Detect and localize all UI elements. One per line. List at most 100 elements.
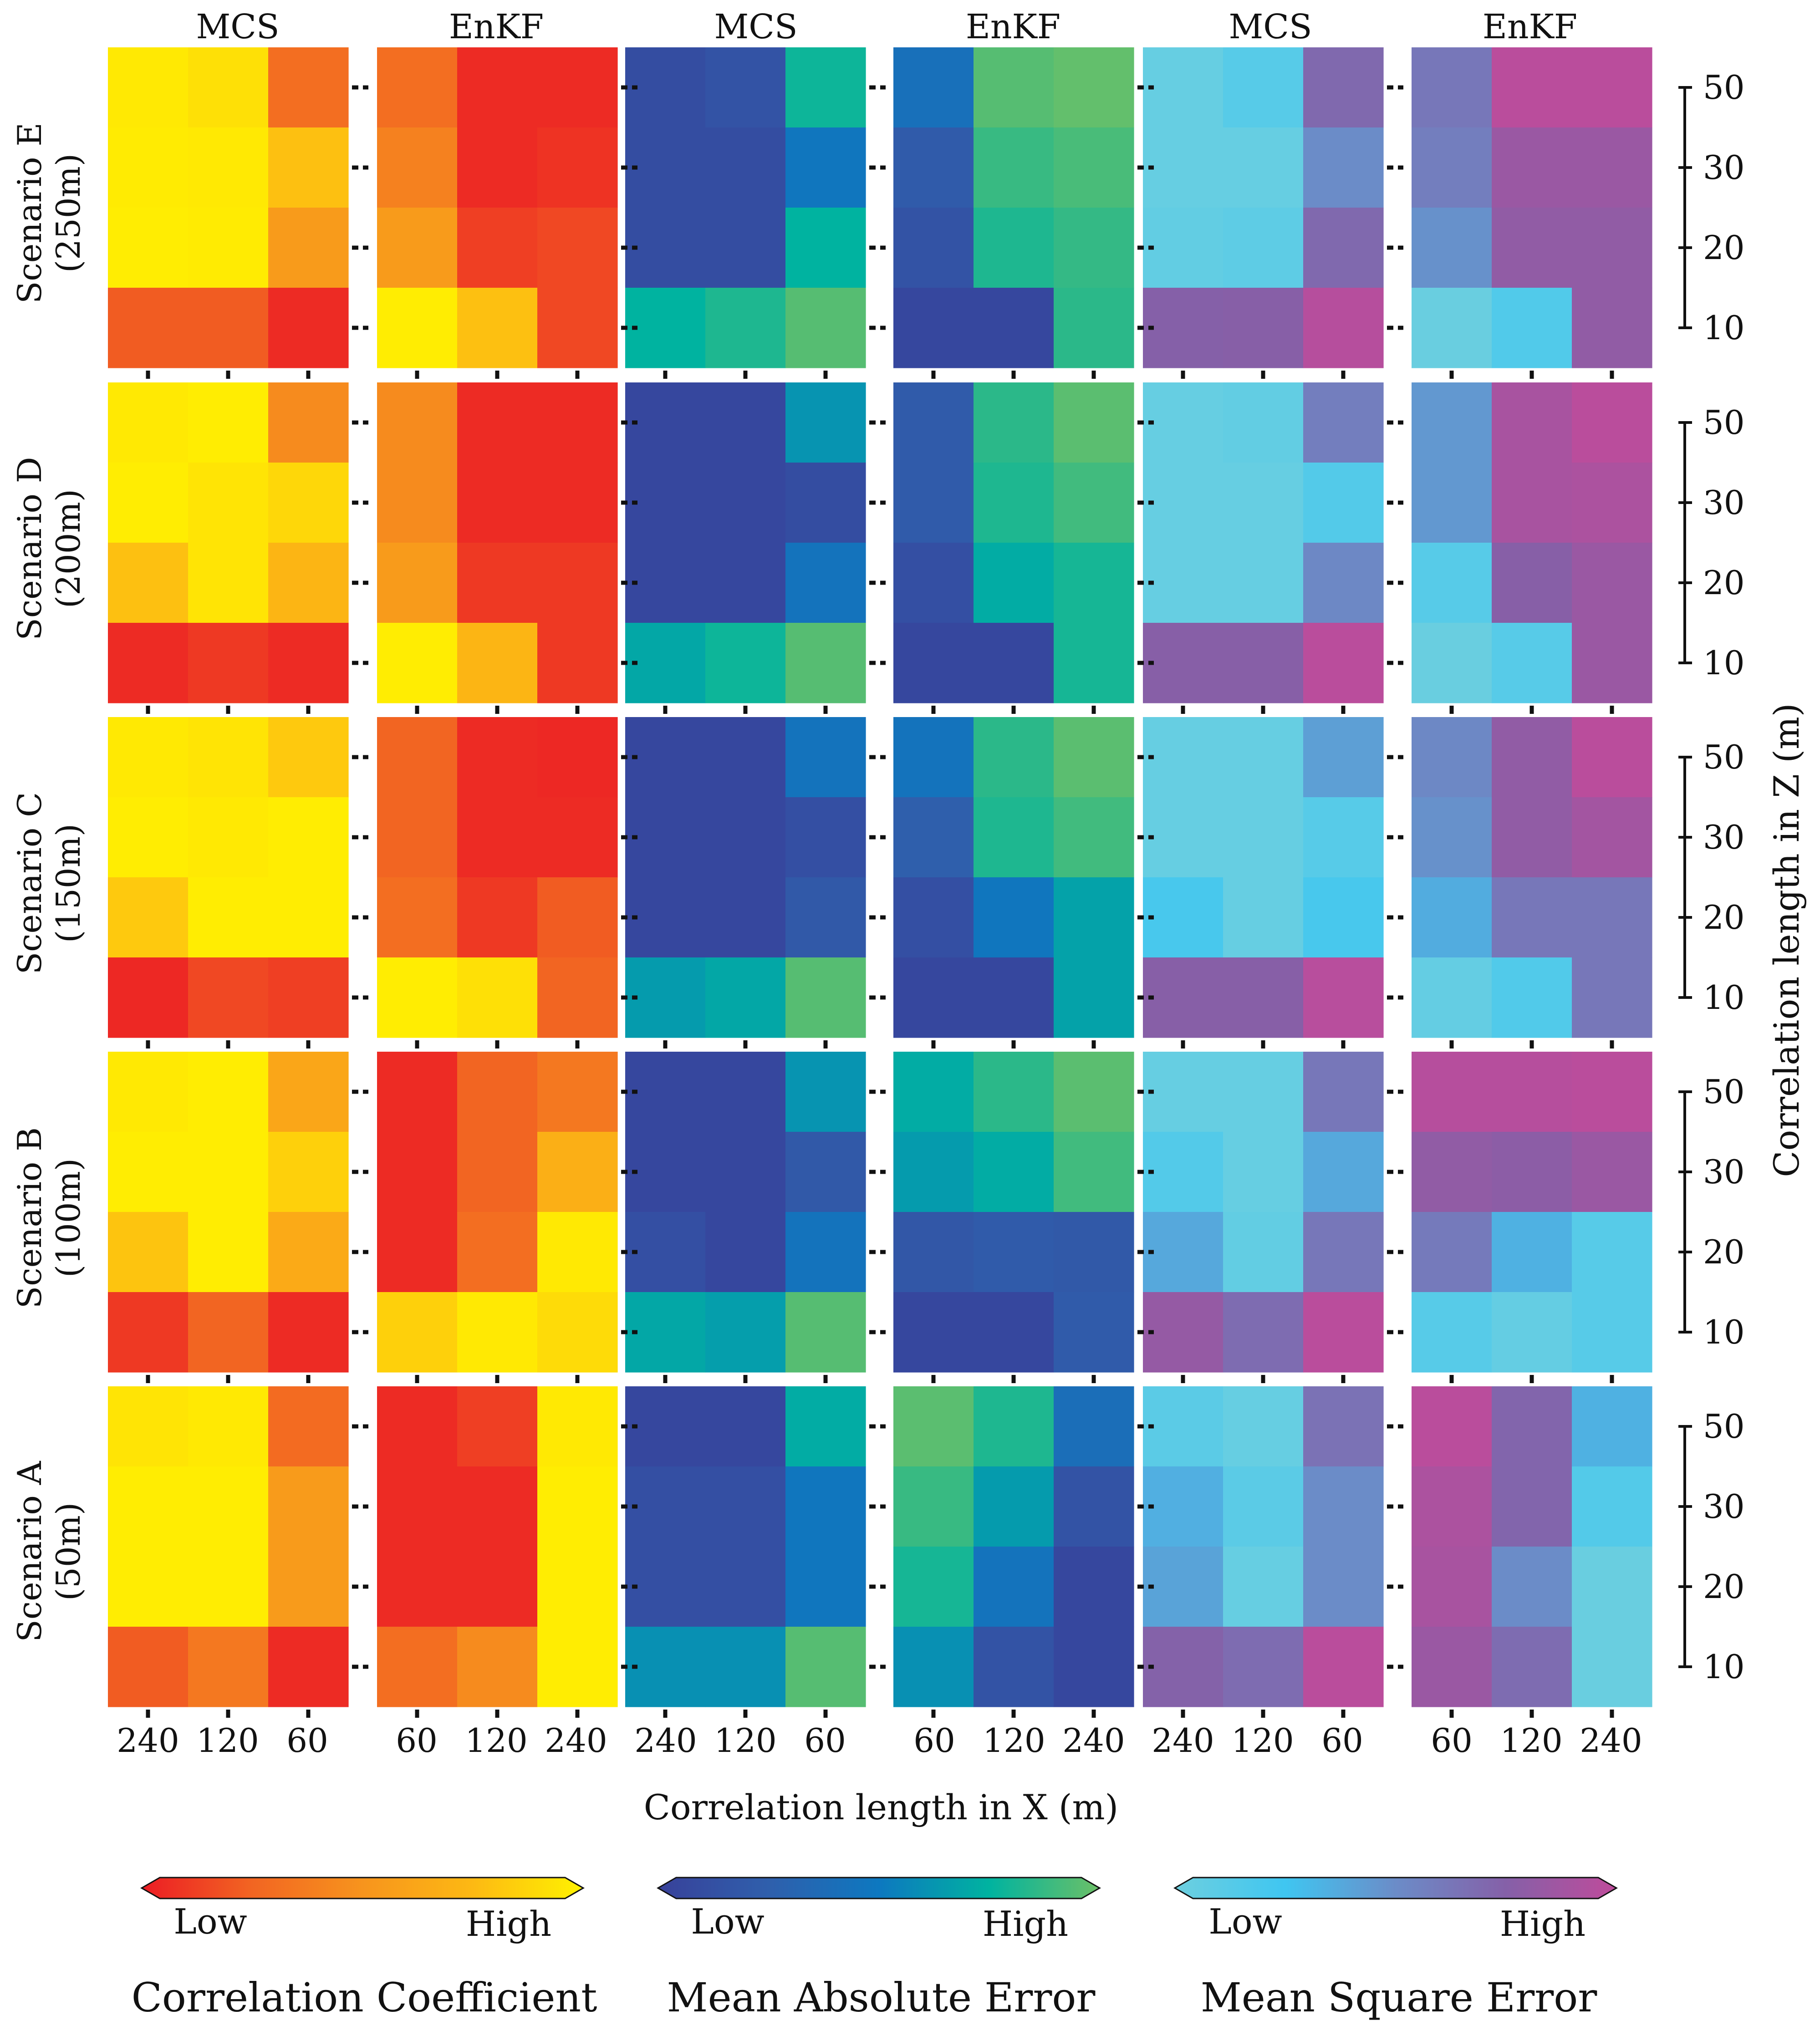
heatmap-cell: [457, 1212, 538, 1293]
y-tick-label: 50: [1703, 1407, 1745, 1445]
heatmap-grid: [108, 47, 1652, 1707]
y-tick-label: 20: [1703, 898, 1745, 937]
heatmap-cell: [188, 1132, 269, 1212]
colorbar-mean-square-error: [1173, 1877, 1618, 1899]
legend-high-label: High: [466, 1904, 551, 1944]
heatmap-cell: [1303, 1466, 1384, 1547]
heatmap-cell: [1054, 47, 1134, 128]
legend-mean-square-error: Low High Mean Square Error: [1173, 1877, 1618, 2021]
heatmap-cell: [108, 543, 189, 623]
heatmap-cell: [625, 717, 706, 798]
heatmap-cell: [785, 1466, 866, 1547]
colorbar-correlation-coefficient: [140, 1877, 585, 1899]
heatmap-cell: [457, 1052, 538, 1132]
heatmap-cell: [1303, 288, 1384, 368]
x-tick-label: 120: [714, 1721, 776, 1760]
heatmap-cell: [1412, 127, 1492, 208]
x-tick-label: 240: [634, 1721, 697, 1760]
heatmap-cell: [537, 623, 618, 703]
heatmap-cell: [377, 1292, 458, 1373]
heatmap-cell: [1143, 1466, 1224, 1547]
heatmap-cell: [537, 288, 618, 368]
heatmap-cell: [1143, 1052, 1224, 1132]
heatmap-cell: [1492, 288, 1572, 368]
heatmap-cell: [188, 208, 269, 288]
heatmap-cell: [1143, 1292, 1224, 1373]
heatmap-cell: [108, 1547, 189, 1627]
y-tick-label: 20: [1703, 1233, 1745, 1271]
heatmap-cell: [1412, 208, 1492, 288]
heatmap-cell: [893, 717, 974, 798]
y-tick-label: 30: [1703, 148, 1745, 187]
heatmap-cell: [893, 47, 974, 128]
x-tick-label: 240: [1152, 1721, 1214, 1760]
heatmap-cell: [108, 1052, 189, 1132]
row-label-scenario-a: Scenario A: [10, 1461, 49, 1642]
heatmap-cell: [108, 1212, 189, 1293]
heatmap-cell: [1492, 623, 1572, 703]
heatmap-cell: [1223, 127, 1304, 208]
heatmap-cell: [974, 127, 1054, 208]
heatmap-cell: [268, 1132, 349, 1212]
heatmap-cell: [1572, 47, 1652, 128]
heatmap-cell: [1492, 1466, 1572, 1547]
heatmap-cell: [893, 957, 974, 1038]
heatmap-cell: [625, 543, 706, 623]
heatmap-cell: [1572, 957, 1652, 1038]
row-label-scenario-c-depth: (150m): [49, 824, 87, 943]
y-tick-label: 30: [1703, 484, 1745, 522]
heatmap-cell: [1572, 797, 1652, 878]
heatmap-cell: [268, 463, 349, 543]
heatmap-cell: [1054, 877, 1134, 958]
heatmap-cell: [1223, 1052, 1304, 1132]
heatmap-cell: [1223, 463, 1304, 543]
heatmap-cell: [268, 797, 349, 878]
heatmap-cell: [1303, 463, 1384, 543]
heatmap-cell: [108, 1132, 189, 1212]
heatmap-cell: [1143, 1547, 1224, 1627]
heatmap-cell: [268, 717, 349, 798]
heatmap-cell: [785, 543, 866, 623]
heatmap-cell: [268, 1212, 349, 1293]
heatmap-cell: [974, 1132, 1054, 1212]
heatmap-cell: [377, 208, 458, 288]
heatmap-cell: [188, 288, 269, 368]
heatmap-cell: [268, 1052, 349, 1132]
heatmap-cell: [705, 127, 786, 208]
heatmap-cell: [1143, 1627, 1224, 1707]
y-tick-label: 10: [1703, 978, 1745, 1017]
legend-correlation-coefficient: Low High Correlation Coefficient: [132, 1877, 597, 2021]
heatmap-cell: [705, 208, 786, 288]
heatmap-cell: [893, 797, 974, 878]
x-tick-label: 240: [117, 1721, 179, 1760]
heatmap-cell: [1303, 957, 1384, 1038]
heatmap-cell: [1303, 1212, 1384, 1293]
colorbar-mean-absolute-error: [656, 1877, 1101, 1899]
heatmap-cell: [625, 208, 706, 288]
column-title: MCS: [714, 7, 797, 46]
heatmap-cell: [457, 47, 538, 128]
heatmap-cell: [785, 1052, 866, 1132]
heatmap-cell: [1054, 543, 1134, 623]
heatmap-cell: [625, 127, 706, 208]
heatmap-cell: [377, 877, 458, 958]
heatmap-cell: [108, 1386, 189, 1467]
heatmap-cell: [188, 957, 269, 1038]
column-title: EnKF: [966, 7, 1060, 46]
heatmap-cell: [974, 623, 1054, 703]
heatmap-cell: [1572, 877, 1652, 958]
heatmap-cell: [625, 288, 706, 368]
heatmap-cell: [377, 382, 458, 463]
heatmap-cell: [457, 1386, 538, 1467]
heatmap-cell: [1492, 1386, 1572, 1467]
heatmap-cell: [268, 1386, 349, 1467]
heatmap-cell: [1143, 1386, 1224, 1467]
heatmap-cell: [1143, 47, 1224, 128]
heatmap-cell: [377, 1547, 458, 1627]
heatmap-cell: [268, 1292, 349, 1373]
heatmap-cell: [625, 382, 706, 463]
heatmap-cell: [1572, 1132, 1652, 1212]
heatmap-cell: [377, 543, 458, 623]
heatmap-cell: [705, 623, 786, 703]
heatmap-cell: [1223, 208, 1304, 288]
